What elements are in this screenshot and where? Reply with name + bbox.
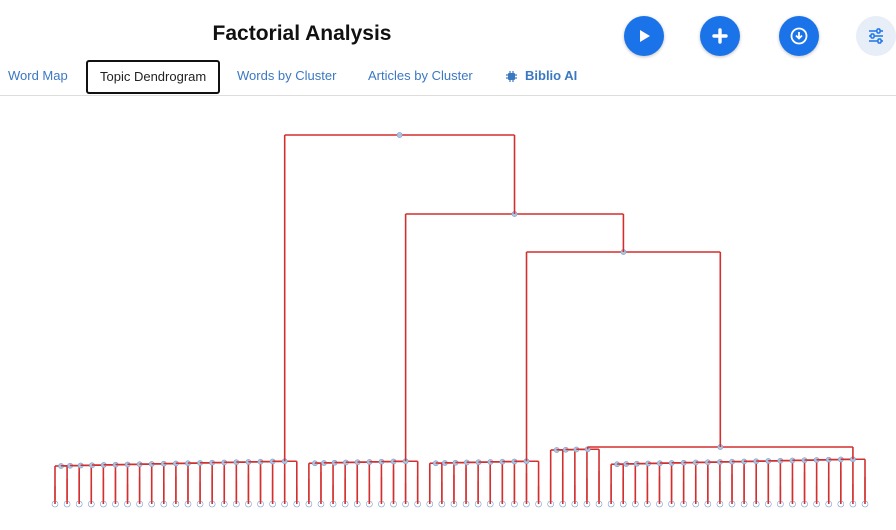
leaf-label-mark	[150, 470, 153, 500]
leaf-label-mark	[586, 478, 588, 500]
tab-biblio-ai[interactable]: Biblio AI	[505, 60, 577, 92]
leaf-label-mark	[344, 478, 346, 500]
download-icon	[790, 27, 808, 45]
leaf-label-mark	[114, 471, 117, 500]
leaf-label-mark	[743, 467, 745, 500]
leaf-label-mark	[489, 474, 492, 500]
leaf-label-mark	[247, 474, 250, 500]
leaf-label-mark	[211, 475, 213, 500]
leaf-label-mark	[441, 482, 443, 500]
leaf-label-mark	[187, 469, 189, 500]
leaf-label-mark	[803, 472, 806, 500]
tab-words-by-cluster[interactable]: Words by Cluster	[237, 68, 337, 83]
leaf-label-mark	[477, 481, 479, 500]
leaf-label-mark	[791, 479, 794, 500]
leaf-label-mark	[54, 486, 56, 500]
leaf-label-mark	[501, 467, 504, 500]
leaf-label-mark	[404, 483, 407, 500]
settings-button[interactable]	[856, 16, 896, 56]
chip-icon	[506, 70, 517, 82]
leaf-label-mark	[271, 480, 274, 500]
topic-dendrogram[interactable]	[0, 97, 896, 530]
leaf-label-mark	[537, 486, 540, 500]
leaf-label-mark	[356, 471, 359, 500]
download-button[interactable]	[779, 16, 819, 56]
tab-articles-by-cluster[interactable]: Articles by Cluster	[368, 68, 473, 83]
leaf-label-mark	[416, 476, 419, 500]
leaf-label-mark	[561, 472, 564, 500]
leaf-label-mark	[102, 478, 105, 500]
leaf-label-mark	[525, 473, 528, 500]
leaf-label-mark	[66, 479, 68, 500]
leaf-label-mark	[694, 475, 697, 500]
leaf-label-mark	[731, 474, 733, 500]
biblio-ai-label: Biblio AI	[525, 68, 578, 83]
leaf-label-mark	[163, 483, 165, 500]
leaf-label-mark	[767, 473, 770, 500]
leaf-label-mark	[392, 470, 395, 500]
leaf-label-mark	[332, 485, 334, 500]
leaf-label-mark	[549, 479, 552, 500]
leaf-label-mark	[78, 472, 80, 500]
leaf-label-mark	[610, 484, 612, 500]
leaf-label-mark	[90, 485, 93, 500]
play-icon	[640, 30, 650, 42]
leaf-label-mark	[634, 470, 637, 500]
leaf-label-mark	[827, 478, 830, 500]
leaf-label-mark	[682, 482, 685, 500]
leaf-label-mark	[719, 481, 721, 500]
leaf-label-mark	[428, 469, 431, 500]
leaf-label-mark	[283, 473, 286, 500]
sliders-icon	[869, 28, 883, 44]
leaf-label-mark	[199, 482, 201, 500]
leaf-label-mark	[755, 480, 757, 500]
leaf-label-mark	[453, 475, 455, 500]
leaf-label-mark	[223, 468, 226, 500]
leaf-label-mark	[308, 479, 310, 500]
leaf-label-mark	[779, 486, 782, 500]
run-button[interactable]	[624, 16, 664, 56]
page-title: Factorial Analysis	[212, 22, 392, 45]
leaf-label-mark	[175, 476, 177, 500]
leaf-label-mark	[852, 484, 854, 500]
leaf-label-mark	[864, 477, 866, 500]
leaf-label-mark	[380, 477, 383, 500]
tab-topic-dendrogram[interactable]: Topic Dendrogram	[86, 60, 221, 94]
leaf-label-mark	[622, 477, 625, 500]
leaf-label-mark	[235, 481, 238, 500]
plus-icon	[712, 28, 728, 44]
leaf-label-mark	[574, 485, 576, 500]
leaf-label-mark	[646, 483, 649, 500]
tab-word-map[interactable]: Word Map	[8, 68, 68, 83]
leaf-label-mark	[670, 469, 673, 500]
leaf-label-mark	[840, 471, 842, 500]
leaf-label-mark	[138, 477, 141, 500]
leaf-label-mark	[707, 468, 709, 500]
leaf-label-mark	[465, 468, 467, 500]
leaf-label-mark	[320, 472, 322, 500]
leaf-label-mark	[658, 476, 661, 500]
leaf-label-mark	[368, 484, 371, 500]
leaf-label-mark	[598, 471, 600, 500]
root-node[interactable]	[396, 132, 403, 138]
leaf-label-mark	[295, 486, 298, 500]
leaf-label-mark	[126, 484, 129, 500]
leaf-label-mark	[259, 467, 262, 500]
leaf-label-mark	[513, 480, 516, 500]
tab-bar: Word Map Topic Dendrogram Words by Clust…	[0, 60, 896, 96]
leaf-label-mark	[815, 485, 818, 500]
add-button[interactable]	[700, 16, 740, 56]
